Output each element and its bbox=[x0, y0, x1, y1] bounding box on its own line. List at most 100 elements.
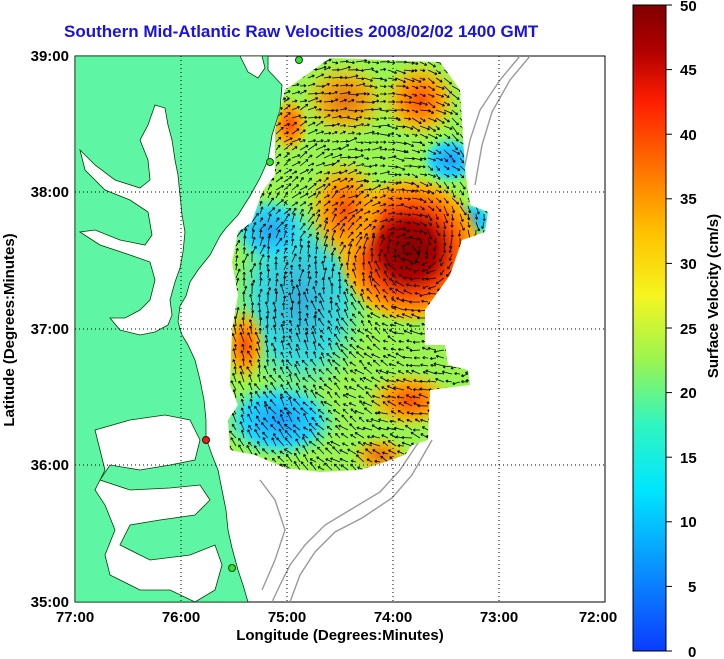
velocity-vector bbox=[427, 229, 432, 240]
velocity-vector bbox=[450, 222, 454, 228]
velocity-vector bbox=[315, 184, 326, 191]
velocity-vector bbox=[345, 392, 357, 399]
velocity-vector bbox=[271, 437, 277, 447]
velocity-vector bbox=[325, 447, 333, 455]
velocity-vector bbox=[264, 404, 269, 415]
velocity-vector bbox=[309, 407, 317, 415]
velocity-vector bbox=[451, 149, 461, 155]
velocity-vector bbox=[338, 278, 342, 287]
velocity-vector bbox=[363, 223, 372, 231]
velocity-vector bbox=[443, 213, 449, 224]
velocity-vector bbox=[280, 340, 285, 351]
velocity-vector bbox=[427, 165, 434, 171]
velocity-vector bbox=[328, 377, 333, 383]
velocity-vector bbox=[395, 77, 406, 83]
velocity-vector bbox=[291, 90, 301, 95]
velocity-vector bbox=[427, 237, 432, 246]
velocity-vector bbox=[341, 442, 349, 447]
velocity-vector bbox=[299, 120, 308, 127]
velocity-vector bbox=[451, 117, 459, 126]
velocity-vector bbox=[267, 235, 271, 247]
velocity-vector bbox=[318, 317, 325, 327]
velocity-vector bbox=[331, 131, 338, 135]
velocity-vector bbox=[323, 200, 331, 207]
map-title: Southern Mid-Atlantic Raw Velocities 200… bbox=[64, 22, 539, 41]
velocity-vector bbox=[265, 349, 270, 359]
velocity-vector bbox=[355, 223, 363, 231]
velocity-vector bbox=[299, 159, 309, 167]
velocity-vector bbox=[391, 305, 397, 311]
velocity-vector bbox=[282, 295, 287, 303]
velocity-vector bbox=[323, 228, 329, 239]
velocity-vector bbox=[362, 401, 373, 407]
velocity-vector bbox=[302, 434, 309, 439]
velocity-vector bbox=[255, 390, 261, 399]
velocity-vector bbox=[254, 405, 261, 415]
velocity-vector bbox=[307, 254, 311, 263]
colorbar-tick-label: 45 bbox=[680, 62, 697, 79]
velocity-vector bbox=[331, 108, 339, 112]
velocity-vector bbox=[379, 203, 387, 207]
velocity-vector bbox=[374, 322, 381, 327]
velocity-vector bbox=[395, 219, 403, 224]
velocity-vector bbox=[443, 117, 450, 123]
velocity-vector bbox=[412, 428, 420, 432]
velocity-vector bbox=[305, 288, 309, 295]
velocity-vector bbox=[395, 196, 403, 201]
velocity-vector bbox=[419, 117, 426, 122]
velocity-vector bbox=[299, 177, 304, 183]
velocity-vector bbox=[291, 224, 295, 231]
velocity-vector bbox=[299, 222, 306, 231]
velocity-vector bbox=[367, 296, 373, 303]
velocity-vector bbox=[331, 178, 341, 183]
velocity-vector bbox=[360, 293, 365, 303]
velocity-vector bbox=[267, 197, 274, 207]
velocity-vector bbox=[249, 319, 253, 327]
velocity-vector bbox=[334, 400, 341, 407]
velocity-vector bbox=[381, 322, 389, 327]
velocity-vector bbox=[347, 222, 355, 231]
velocity-vector bbox=[435, 133, 443, 137]
velocity-vector bbox=[303, 412, 309, 423]
velocity-vector bbox=[427, 157, 436, 162]
velocity-vector bbox=[435, 165, 441, 171]
velocity-vector bbox=[403, 235, 413, 240]
velocity-vector bbox=[347, 161, 356, 167]
velocity-vector bbox=[238, 380, 245, 391]
velocity-vector bbox=[363, 194, 370, 199]
velocity-vector bbox=[284, 390, 293, 399]
velocity-vector bbox=[459, 213, 464, 222]
velocity-vector bbox=[334, 366, 341, 375]
velocity-vector bbox=[435, 173, 441, 180]
velocity-vector bbox=[250, 282, 254, 295]
velocity-vector bbox=[365, 419, 373, 423]
velocity-vector bbox=[369, 271, 373, 279]
velocity-vector bbox=[394, 280, 405, 287]
velocity-vector bbox=[363, 366, 373, 375]
velocity-vector bbox=[362, 251, 366, 263]
velocity-vector bbox=[387, 211, 396, 215]
velocity-vector bbox=[366, 458, 373, 463]
velocity-vector bbox=[357, 300, 365, 311]
velocity-vector bbox=[318, 292, 325, 303]
velocity-vector bbox=[382, 401, 389, 407]
velocity-vector bbox=[435, 213, 439, 220]
velocity-vector bbox=[274, 261, 278, 271]
velocity-vector bbox=[387, 141, 396, 145]
velocity-vector bbox=[361, 288, 365, 295]
velocity-vector bbox=[443, 181, 450, 190]
velocity-vector bbox=[363, 218, 369, 223]
velocity-vector bbox=[266, 268, 271, 279]
velocity-vector bbox=[261, 422, 269, 431]
velocity-vector bbox=[370, 253, 374, 263]
velocity-vector bbox=[435, 141, 441, 146]
velocity-vector bbox=[291, 285, 295, 295]
velocity-vector bbox=[270, 424, 277, 431]
velocity-vector bbox=[307, 233, 312, 239]
velocity-vector bbox=[339, 216, 348, 223]
velocity-vector bbox=[283, 131, 289, 135]
velocity-vector bbox=[319, 415, 325, 423]
velocity-vector bbox=[319, 300, 325, 311]
velocity-vector bbox=[330, 282, 334, 294]
velocity-vector bbox=[266, 246, 271, 255]
